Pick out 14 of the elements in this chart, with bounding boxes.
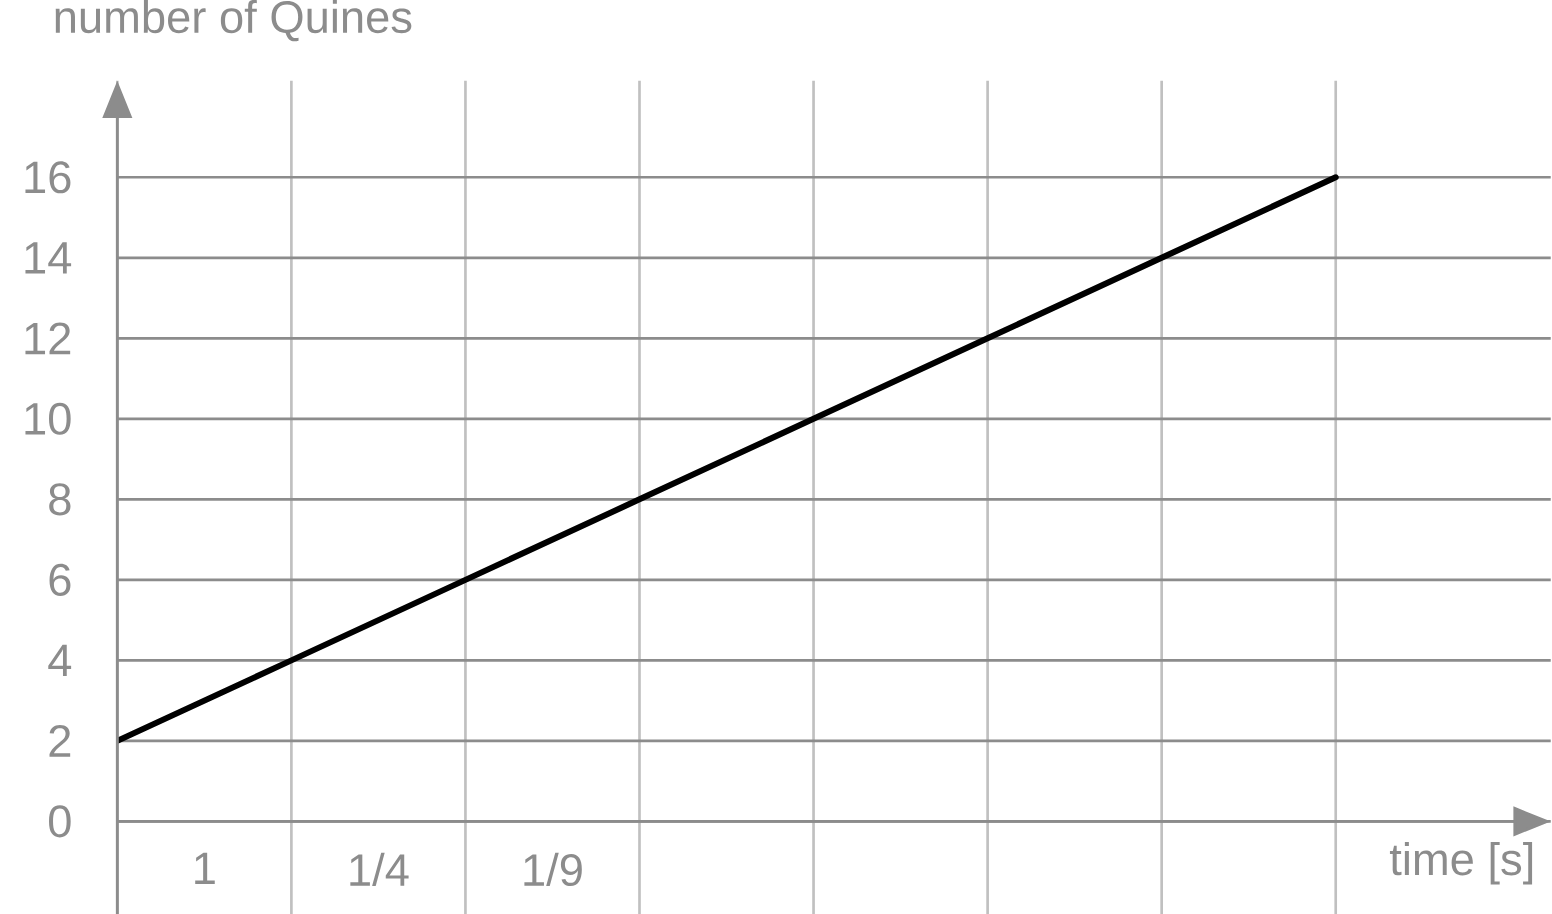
y-tick-label: 6: [49, 563, 71, 596]
y-tick-label: 8: [49, 483, 71, 516]
x-axis-title: time [s]: [1389, 842, 1533, 885]
annotation: 1/9: [524, 852, 582, 887]
y-tick-label: 12: [25, 322, 71, 355]
y-tick-label: 16: [25, 161, 71, 194]
y-tick-label: 4: [48, 644, 72, 676]
y-tick-label: 14: [25, 242, 72, 274]
y-tick-label: 0: [49, 805, 71, 838]
annotation: 1/4: [350, 852, 409, 887]
y-tick-label: 10: [25, 402, 71, 435]
annotation: 1: [195, 852, 215, 884]
y-axis-title: number of Quines: [55, 0, 412, 42]
y-tick-label: 2: [49, 725, 71, 757]
